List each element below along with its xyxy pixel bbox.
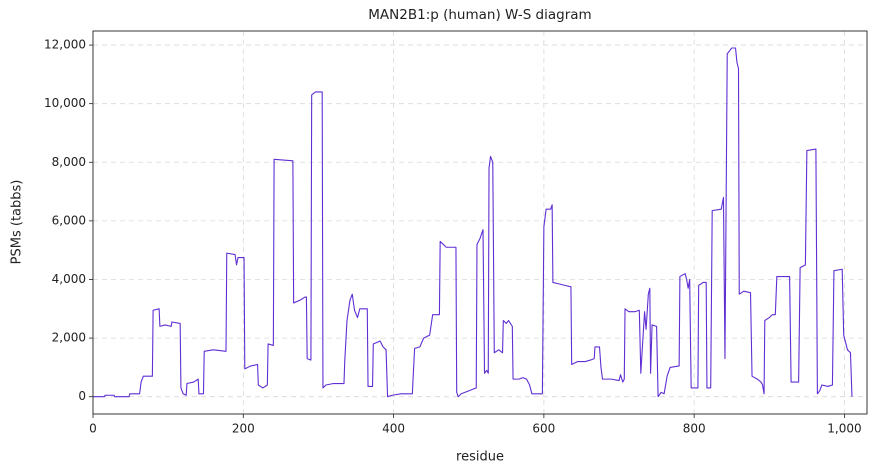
y-tick-label: 2,000	[52, 331, 86, 345]
y-tick-label: 0	[78, 389, 86, 403]
x-tick-label: 800	[683, 422, 706, 436]
y-tick-label: 10,000	[44, 96, 86, 110]
y-tick-label: 8,000	[52, 155, 86, 169]
x-tick-label: 200	[232, 422, 255, 436]
y-tick-label: 12,000	[44, 38, 86, 52]
x-axis-label: residue	[456, 450, 504, 465]
y-tick-label: 4,000	[52, 272, 86, 286]
axes-frame	[92, 30, 868, 415]
x-tick-label: 0	[89, 422, 97, 436]
x-tick-label: 600	[532, 422, 555, 436]
y-axis-label: PSMs (tabbs)	[10, 180, 25, 265]
chart-title: MAN2B1:p (human) W-S diagram	[368, 7, 591, 23]
data-line	[93, 47, 853, 398]
x-tick-label: 1,000	[827, 422, 861, 436]
x-tick-label: 400	[382, 422, 405, 436]
y-tick-label: 6,000	[52, 213, 86, 227]
